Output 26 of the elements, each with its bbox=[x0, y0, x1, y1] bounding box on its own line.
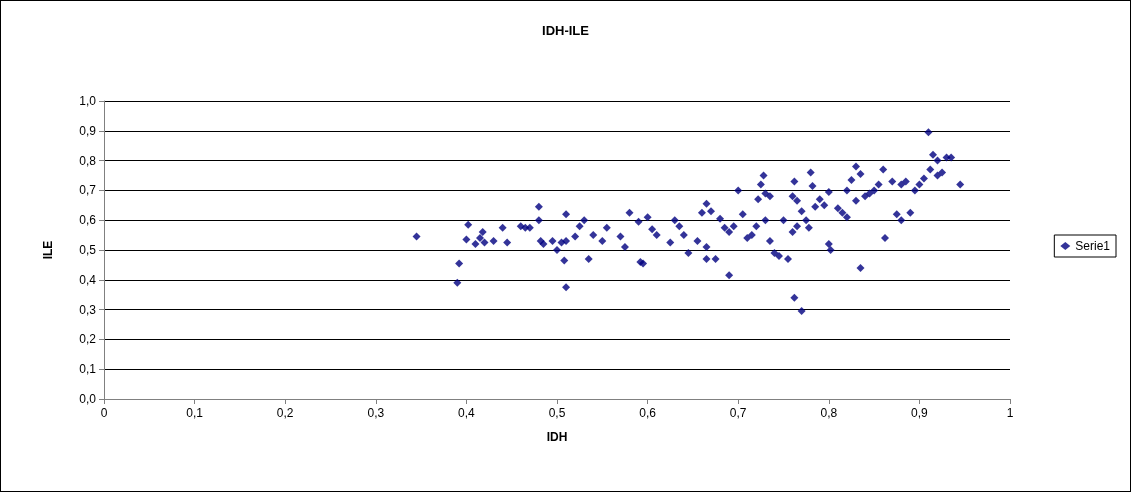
x-tick-label: 0,1 bbox=[186, 406, 204, 420]
y-axis-title: ILE bbox=[41, 240, 55, 260]
y-tick-label: 0,7 bbox=[79, 183, 97, 198]
x-tick-label: 0,8 bbox=[820, 406, 838, 420]
y-tick-label: 0,3 bbox=[79, 302, 97, 317]
x-tick-label: 0,5 bbox=[548, 406, 566, 420]
y-tick-label: 0,9 bbox=[79, 123, 97, 138]
chart-title: IDH-ILE bbox=[542, 23, 590, 38]
x-axis-title: IDH bbox=[546, 430, 568, 444]
x-tick-label: 0,4 bbox=[458, 406, 476, 420]
x-tick-label: 0,9 bbox=[911, 406, 929, 420]
x-tick-label: 0,7 bbox=[729, 406, 747, 420]
x-tick-label: 0 bbox=[100, 406, 108, 420]
x-tick-label: 0,2 bbox=[276, 406, 294, 420]
y-tick-label: 0,6 bbox=[79, 213, 97, 228]
y-tick-label: 0,2 bbox=[79, 332, 97, 347]
y-tick-label: 0,5 bbox=[79, 243, 97, 257]
y-tick-label: 0,0 bbox=[79, 392, 97, 406]
y-tick-label: 0,4 bbox=[79, 272, 97, 287]
x-tick-label: 1 bbox=[1006, 406, 1014, 420]
legend-label: Serie1 bbox=[1075, 239, 1111, 253]
y-tick-label: 0,1 bbox=[79, 362, 97, 377]
x-tick-label: 0,3 bbox=[367, 406, 385, 420]
x-tick-label: 0,6 bbox=[639, 406, 657, 420]
y-tick-label: 0,8 bbox=[79, 153, 97, 168]
y-tick-label: 1,0 bbox=[79, 94, 97, 108]
